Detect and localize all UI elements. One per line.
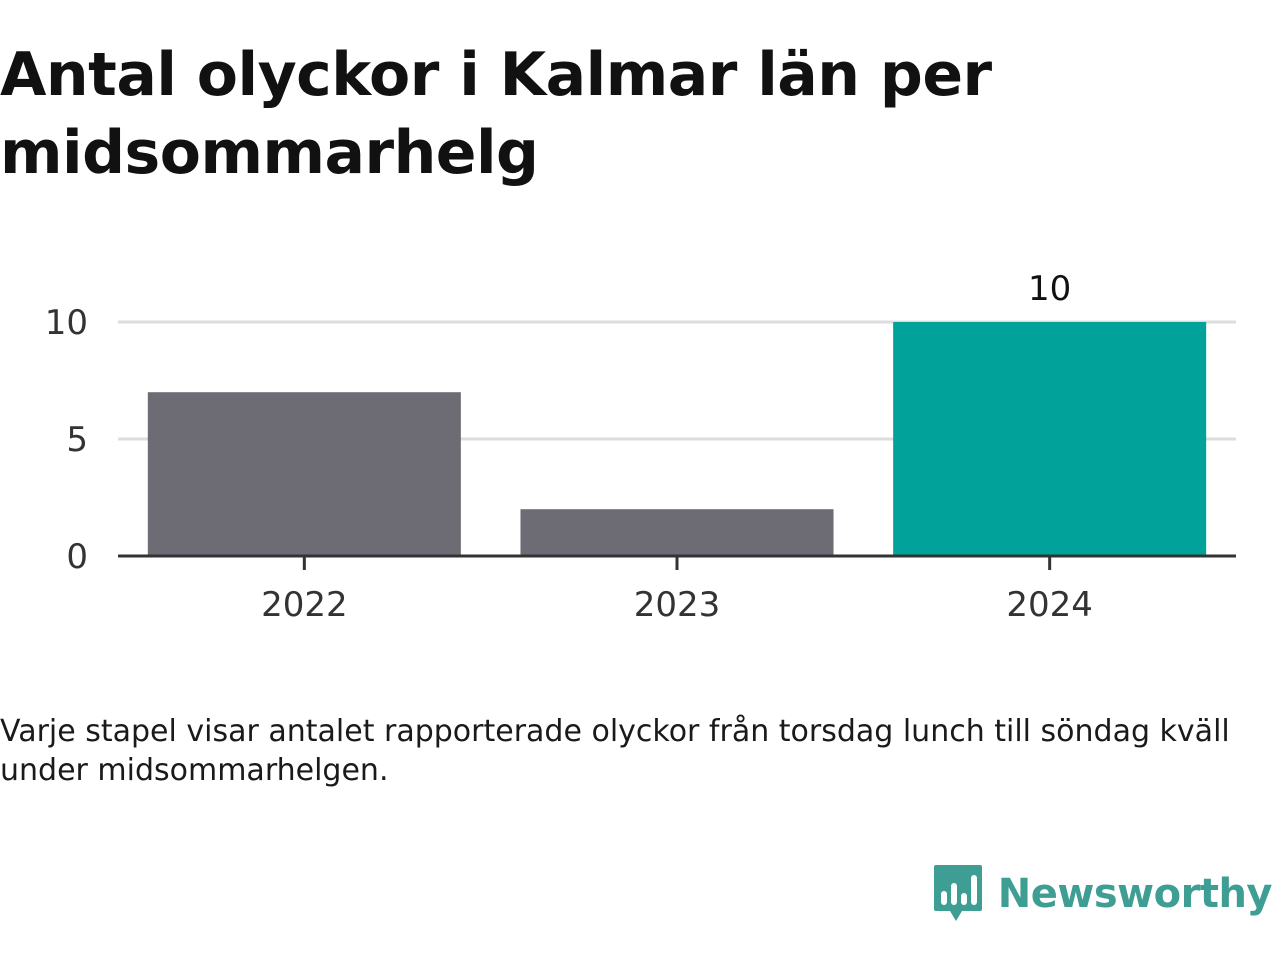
y-tick-label-10: 10 (45, 303, 88, 343)
brand-name: Newsworthy (997, 871, 1273, 917)
x-tick-label-2023: 2023 (634, 585, 721, 625)
x-tick-label-2022: 2022 (261, 585, 348, 625)
x-tick-label-2024: 2024 (1006, 585, 1093, 625)
bar-2024 (893, 322, 1207, 556)
bar-chart: 0 5 10 2022 2023 2024 10 (45, 269, 1236, 625)
chart-title: Antal olyckor i Kalmar län per midsommar… (0, 40, 992, 188)
bar-2023 (520, 509, 834, 556)
bar-2022 (147, 392, 461, 556)
data-label-2024: 10 (1028, 269, 1071, 309)
chart-caption: Varje stapel visar antalet rapporterade … (0, 714, 1230, 788)
y-tick-label-5: 5 (66, 420, 88, 460)
y-tick-label-0: 0 (66, 537, 88, 577)
brand: Newsworthy (932, 862, 1273, 926)
newsworthy-logo-icon (933, 865, 982, 921)
